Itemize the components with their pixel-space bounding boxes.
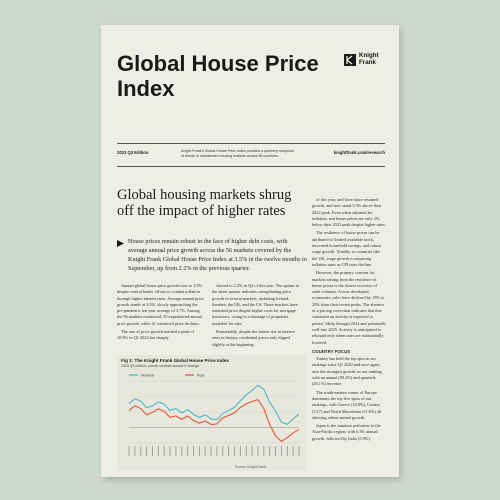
body-column-1: Annual global house price growth rose to… <box>117 283 205 344</box>
intro-blurb: Knight Frank's Global House Price Index … <box>181 149 294 158</box>
figure-title: Fig 1: The Knight Frank Global House Pri… <box>121 358 229 363</box>
section-subheading: COUNTRY FOCUS <box>312 348 351 354</box>
body-paragraph: of this year, and have since resumed gro… <box>312 197 386 228</box>
body-paragraph: slowed to 2.2% in Q2 of this year. The u… <box>212 283 299 326</box>
report-page: Global House Price Index Knight Frank 20… <box>101 25 399 477</box>
body-paragraph: Remarkably, despite the fastest rise in … <box>212 329 295 347</box>
body-column-3: of this year, and have since resumed gro… <box>312 197 386 444</box>
research-url: knightfrank.com/research <box>333 150 385 155</box>
body-paragraph: The south-eastern corner of Europe domin… <box>312 389 382 420</box>
body-paragraph: Turkey has held the top spot in our rank… <box>312 356 382 387</box>
top-rule <box>117 143 385 144</box>
logo-text: Knight Frank <box>359 52 379 66</box>
figure-source: Source: Knight Frank <box>235 465 266 469</box>
body-paragraph: The resilience of house prices can be at… <box>312 230 382 267</box>
body-paragraph: The rate of price growth reached a peak … <box>117 329 195 341</box>
bottom-rule <box>117 166 385 167</box>
body-column-2: slowed to 2.2% in Q2 of this year. The u… <box>212 283 302 350</box>
knight-frank-logo: Knight Frank <box>344 52 385 66</box>
body-paragraph: However, the primary concern for markets… <box>312 270 386 345</box>
legend-label: Real <box>197 373 204 377</box>
knight-frank-logo-icon <box>344 53 356 66</box>
edition-label: 2023 Q3 Edition <box>117 150 149 155</box>
article-headline: Global housing markets shrug off the imp… <box>117 187 292 219</box>
body-paragraph: Annual global house price growth rose to… <box>117 283 204 326</box>
figure-subtitle: 2023 Q3 edition, overall nominal annual … <box>121 364 200 368</box>
page-title: Global House Price Index <box>117 51 319 101</box>
figure-panel: Nominal Real Fig 1: The Knight Frank Glob… <box>117 355 306 471</box>
series-line-1 <box>128 399 300 442</box>
lead-bullet-icon <box>117 240 124 247</box>
legend-label: Nominal <box>141 373 154 377</box>
series-line-0 <box>128 384 300 425</box>
body-paragraph: Japan is the standout performer in the A… <box>312 423 381 441</box>
lead-paragraph: House prices remain robust in the face o… <box>128 238 307 272</box>
line-chart: Nominal Real <box>128 373 300 456</box>
